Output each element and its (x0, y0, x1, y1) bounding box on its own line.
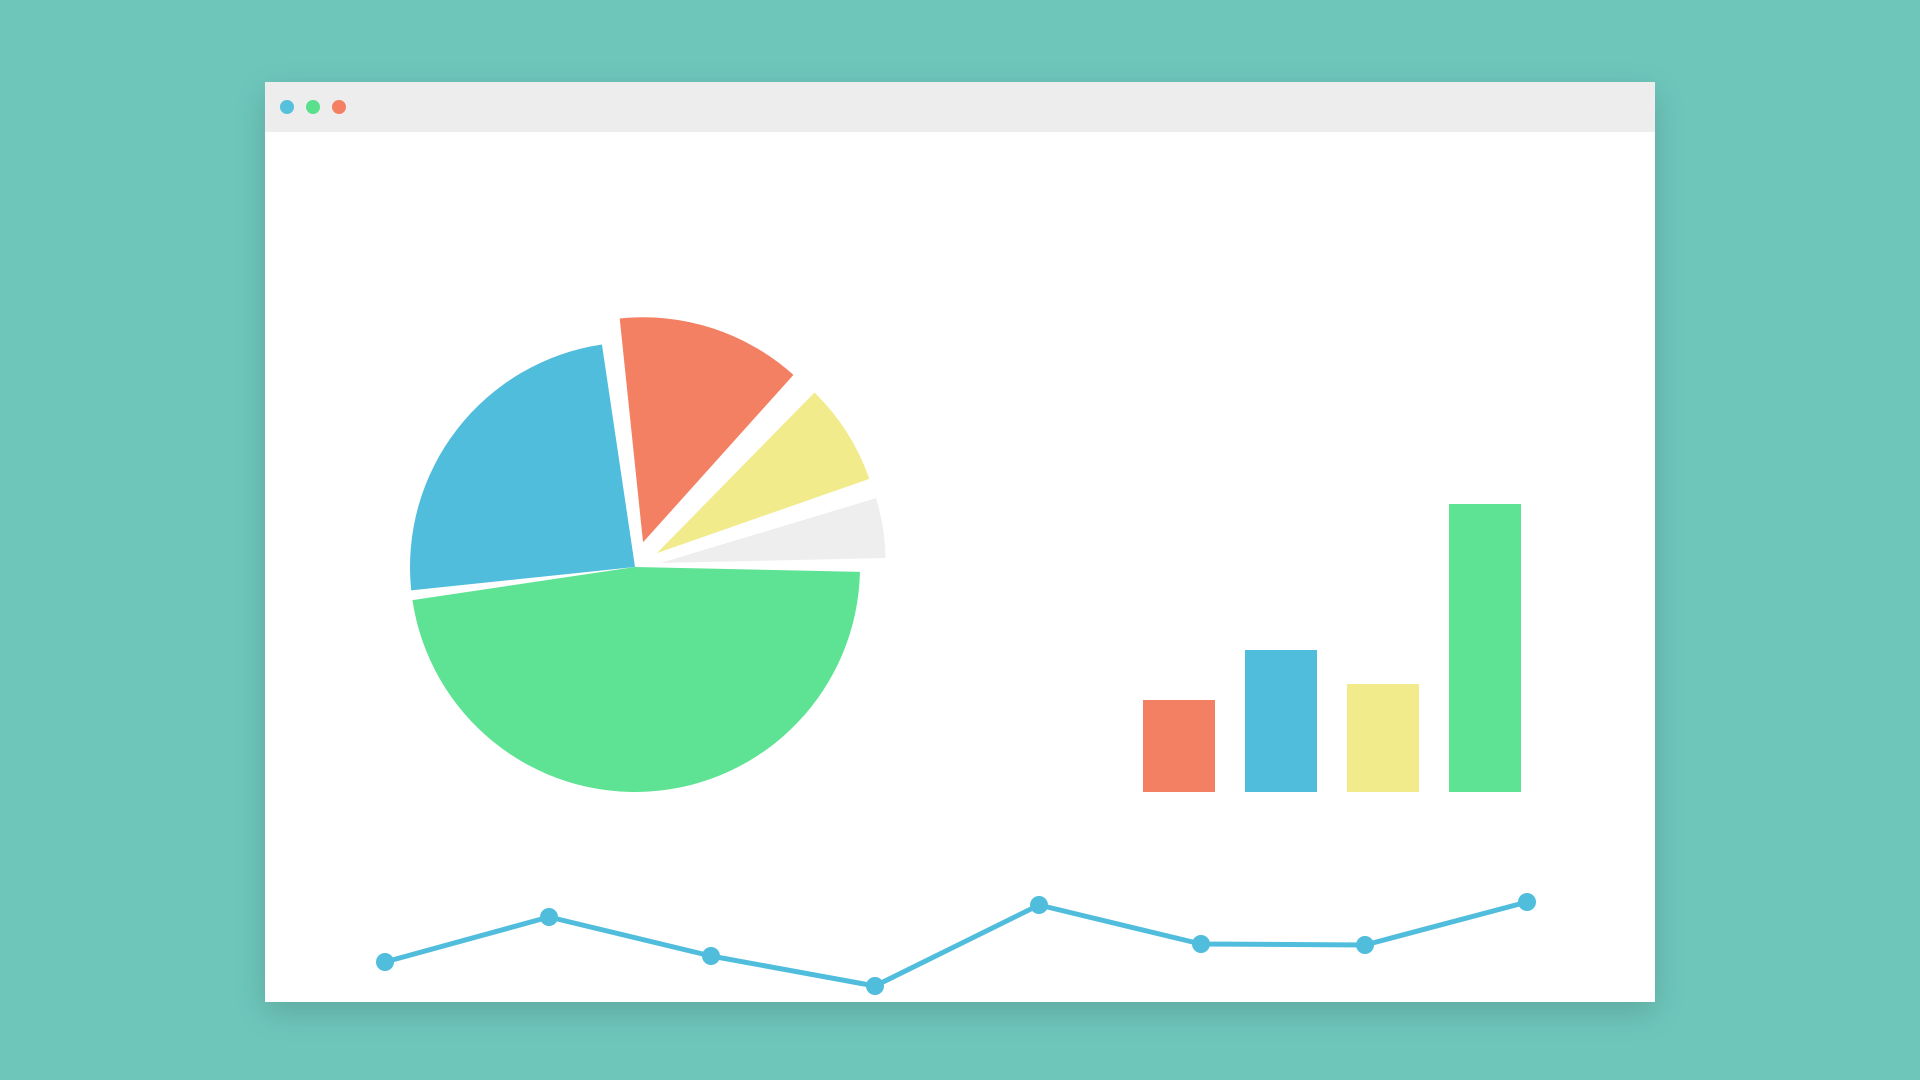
dashboard-canvas (265, 132, 1655, 1002)
line-marker-7 (1518, 893, 1536, 911)
line-marker-0 (376, 953, 394, 971)
line-marker-5 (1192, 935, 1210, 953)
line-marker-1 (540, 908, 558, 926)
pie-slice-blue (410, 344, 635, 590)
window-titlebar (265, 82, 1655, 132)
line-marker-3 (866, 977, 884, 995)
line-chart (376, 893, 1536, 995)
window-content (265, 132, 1655, 1002)
bar-B (1245, 650, 1317, 792)
traffic-light-minimize[interactable] (306, 100, 320, 114)
line-marker-4 (1030, 896, 1048, 914)
bar-C (1347, 684, 1419, 792)
stage (0, 0, 1920, 1080)
browser-window (265, 82, 1655, 1002)
bar-chart (1143, 504, 1521, 792)
bar-D (1449, 504, 1521, 792)
pie-slice-green (412, 567, 860, 792)
traffic-light-close[interactable] (280, 100, 294, 114)
traffic-light-zoom[interactable] (332, 100, 346, 114)
line-marker-2 (702, 947, 720, 965)
pie-chart (410, 317, 886, 792)
line-marker-6 (1356, 936, 1374, 954)
bar-A (1143, 700, 1215, 792)
